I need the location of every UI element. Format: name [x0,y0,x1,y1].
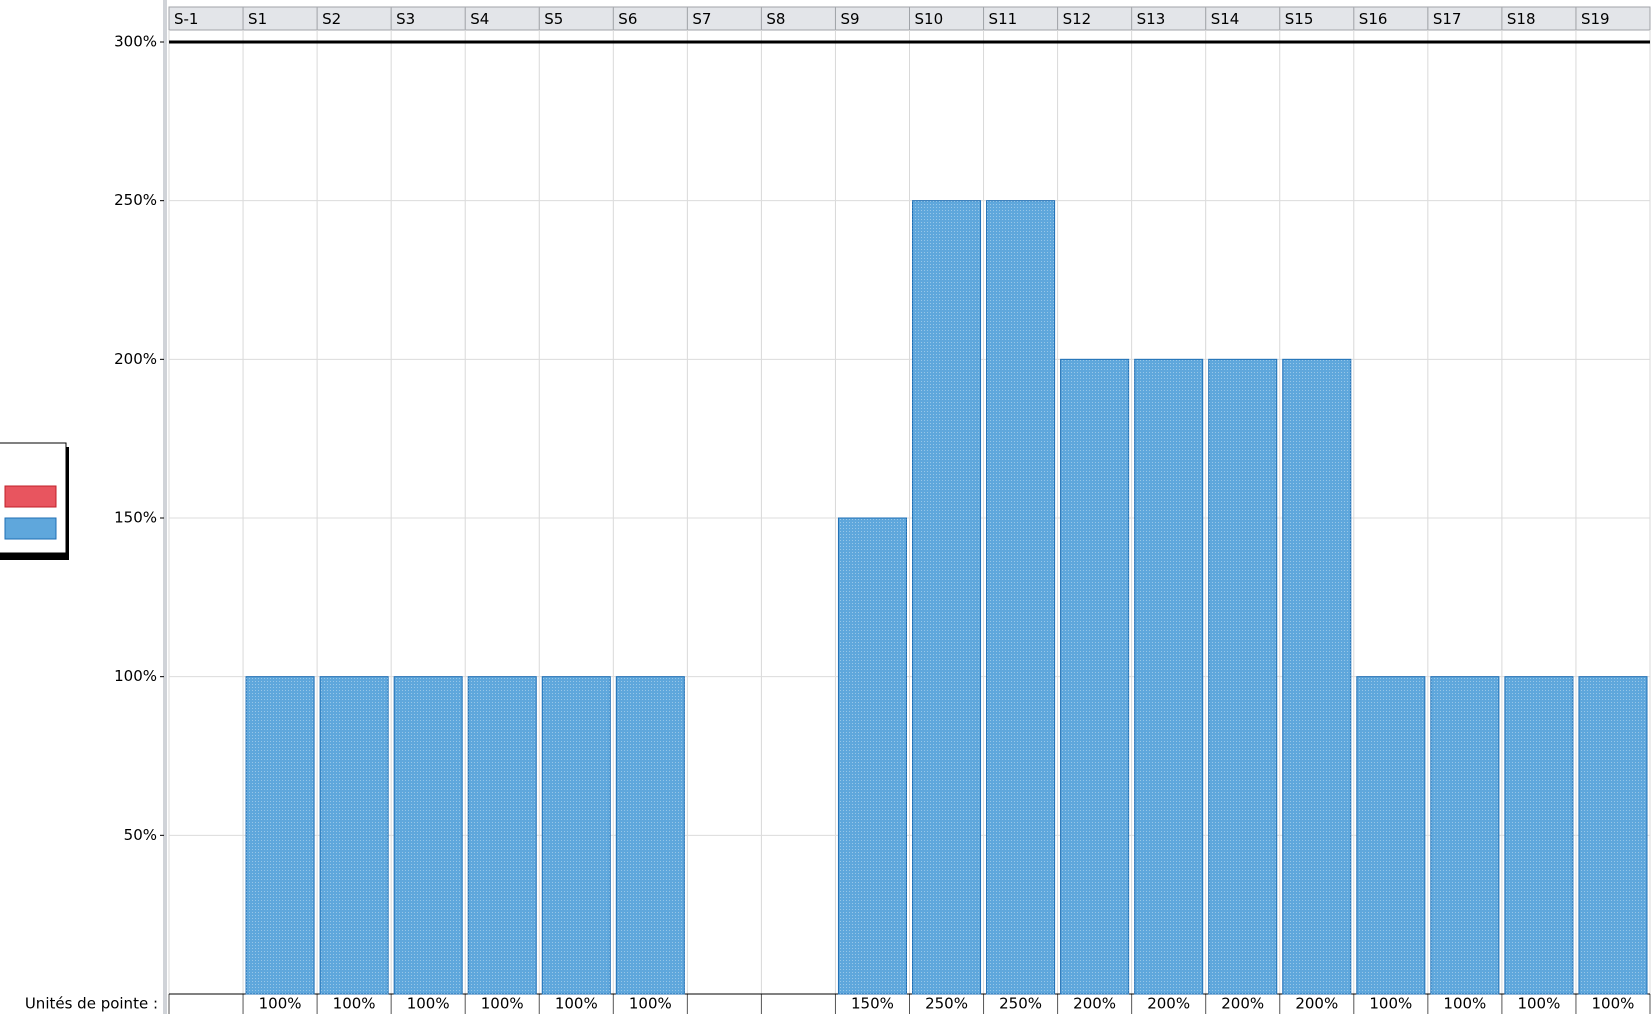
value-label: 100% [629,995,672,1013]
value-label: 250% [999,995,1042,1013]
value-label: 200% [1295,995,1338,1013]
x-tick-label: S11 [989,10,1018,28]
value-label: 250% [925,995,968,1013]
bar-texture [1430,676,1499,994]
bar-texture [320,676,389,994]
x-tick-label: S19 [1581,10,1610,28]
x-tick-label: S4 [470,10,489,28]
bar-texture [1208,359,1277,994]
value-label: 100% [481,995,524,1013]
value-label: 100% [1517,995,1560,1013]
x-tick-label: S12 [1063,10,1092,28]
value-label: 200% [1147,995,1190,1013]
bar-texture [1060,359,1129,994]
x-tick-label: S14 [1211,10,1240,28]
splitter [163,0,167,1014]
x-tick-label: S-1 [174,10,198,28]
row-label: Unités de pointe : [25,995,158,1013]
bar-texture [1134,359,1203,994]
x-tick-label: S17 [1433,10,1462,28]
bar-texture [986,200,1055,994]
y-tick-label: 50% [124,826,157,844]
bar-texture [1504,676,1573,994]
x-tick-label: S3 [396,10,415,28]
value-label: 100% [555,995,598,1013]
x-tick-label: S18 [1507,10,1536,28]
x-tick-label: S8 [766,10,785,28]
x-tick-label: S13 [1137,10,1166,28]
legend-swatch-overalloc [4,485,57,508]
value-label: 200% [1221,995,1264,1013]
bar-texture [246,676,315,994]
bar-texture [394,676,463,994]
x-tick-label: S16 [1359,10,1388,28]
bar-texture [1282,359,1351,994]
x-tick-label: S2 [322,10,341,28]
bar-texture [542,676,611,994]
x-tick-label: S6 [618,10,637,28]
y-tick-label: 200% [114,350,157,368]
value-label: 100% [1592,995,1635,1013]
value-label: 100% [1443,995,1486,1013]
y-tick-label: 300% [114,33,157,51]
bar-texture [468,676,537,994]
legend-swatch-alloc [4,517,57,540]
value-label: 100% [333,995,376,1013]
x-tick-label: S5 [544,10,563,28]
value-label: 100% [259,995,302,1013]
x-tick-label: S1 [248,10,267,28]
bar-texture [1356,676,1425,994]
x-tick-label: S15 [1285,10,1314,28]
legend [0,442,69,560]
value-label: 100% [1369,995,1412,1013]
x-tick-label: S7 [692,10,711,28]
bar-texture [1578,676,1647,994]
value-label: 100% [407,995,450,1013]
bar-texture [838,518,907,994]
bar-texture [616,676,685,994]
value-label: 150% [851,995,894,1013]
y-tick-label: 100% [114,667,157,685]
value-label: 200% [1073,995,1116,1013]
y-tick-label: 150% [114,509,157,527]
x-tick-label: S9 [840,10,859,28]
x-tick-label: S10 [915,10,944,28]
bar-texture [912,200,981,994]
y-tick-label: 250% [114,191,157,209]
